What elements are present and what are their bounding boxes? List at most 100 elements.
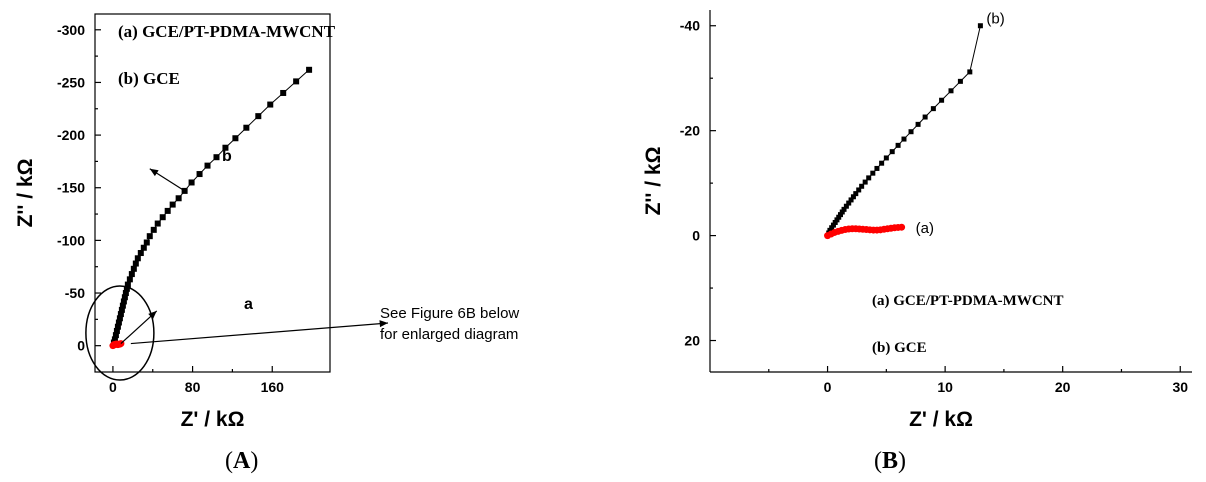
data-point-b xyxy=(122,290,129,297)
data-point-b xyxy=(128,271,135,278)
legend-entry-b: (b) GCE xyxy=(118,69,180,88)
y-axis-title: Z'' / kΩ xyxy=(14,159,37,228)
annotation-b-label: b xyxy=(222,148,232,165)
data-point-b xyxy=(123,285,130,292)
data-point-b xyxy=(119,302,126,309)
data-point-b xyxy=(850,194,856,200)
data-point-b xyxy=(143,239,150,246)
data-point-b xyxy=(915,121,921,127)
annotation-a-arrow-head xyxy=(148,310,157,320)
x-axis-title: Z' / kΩ xyxy=(181,408,245,431)
data-point-b xyxy=(879,160,885,166)
data-point-b xyxy=(293,78,300,85)
data-point-b xyxy=(883,155,889,161)
y-tick-label: -50 xyxy=(65,285,85,301)
series-line-b xyxy=(113,69,310,343)
data-point-b xyxy=(137,250,144,257)
data-point-b xyxy=(306,66,313,73)
y-tick-label: -100 xyxy=(57,232,85,248)
data-point-b xyxy=(196,171,203,178)
y-tick-label: 0 xyxy=(692,228,700,244)
annotation-a-label: a xyxy=(244,296,253,313)
data-point-b xyxy=(121,294,128,301)
data-point-b xyxy=(124,281,131,288)
y-tick-label: -150 xyxy=(57,180,85,196)
panel-b-label: (B) xyxy=(874,448,906,474)
data-point-b xyxy=(841,206,847,212)
data-point-b xyxy=(948,88,954,94)
data-point-b xyxy=(117,311,124,318)
data-point-b xyxy=(169,201,176,208)
data-point-b xyxy=(895,142,901,148)
x-tick-label: 10 xyxy=(937,379,953,395)
annotation-b-arrow-head xyxy=(149,168,159,177)
data-point-b xyxy=(853,191,859,197)
zoom-callout-arrow-head xyxy=(379,320,388,328)
data-point-b xyxy=(837,212,843,218)
data-point-b xyxy=(922,114,928,120)
x-tick-label: 160 xyxy=(261,379,285,395)
data-point-b xyxy=(957,78,963,84)
data-point-b xyxy=(222,144,229,151)
data-point-b xyxy=(930,106,936,112)
x-tick-label: 20 xyxy=(1055,379,1071,395)
y-tick-label: -300 xyxy=(57,22,85,38)
data-point-b xyxy=(866,175,872,181)
data-point-b xyxy=(843,203,849,209)
data-point-b xyxy=(232,135,239,142)
data-point-b xyxy=(939,97,945,103)
data-point-b xyxy=(164,207,171,214)
panel-a-chart: 0 80 160 0 -50 -100 -150 -200 -250 -300 Z' / kΩ Z''… xyxy=(14,13,519,431)
data-point-b xyxy=(889,149,895,155)
y-tick-label: -200 xyxy=(57,127,85,143)
y-tick-label: -20 xyxy=(680,123,700,139)
data-point-b xyxy=(829,225,835,231)
data-point-b xyxy=(115,319,122,326)
legend-entry-a: (a) GCE/PT-PDMA-MWCNT xyxy=(118,22,336,41)
series-label-b: (b) xyxy=(986,11,1004,28)
data-point-b xyxy=(908,129,914,135)
data-point-b xyxy=(834,217,840,223)
data-point-b xyxy=(901,136,907,142)
panel-a-label: (A) xyxy=(225,448,258,474)
data-point-b xyxy=(112,332,119,339)
data-point-b xyxy=(118,306,125,313)
data-point-b xyxy=(267,101,274,108)
data-point-b xyxy=(150,226,157,233)
data-point-b xyxy=(856,187,862,193)
data-point-b xyxy=(977,23,983,29)
data-point-b xyxy=(132,260,139,267)
series-label-a: (a) xyxy=(916,220,934,237)
data-point-b xyxy=(111,336,118,343)
zoom-callout-line2: for enlarged diagram xyxy=(380,326,518,343)
data-point-b xyxy=(114,323,121,330)
data-point-b xyxy=(146,233,153,240)
y-tick-label: 0 xyxy=(77,338,85,354)
data-point-a xyxy=(898,223,906,231)
zoom-callout-line1: See Figure 6B below xyxy=(380,305,519,322)
x-axis-title: Z' / kΩ xyxy=(909,408,973,431)
x-tick-label: 0 xyxy=(109,379,117,395)
x-tick-label: 30 xyxy=(1172,379,1188,395)
data-point-b xyxy=(243,124,250,131)
data-point-b xyxy=(874,165,880,171)
data-point-b xyxy=(140,244,147,251)
data-point-b xyxy=(862,179,868,185)
data-point-b xyxy=(848,197,854,203)
y-axis-title: Z'' / kΩ xyxy=(642,147,665,216)
y-tick-label: 20 xyxy=(684,333,700,349)
data-point-b xyxy=(859,183,865,189)
data-point-b xyxy=(159,214,166,221)
data-point-b xyxy=(280,89,287,96)
zoom-region-circle xyxy=(85,285,155,381)
data-point-b xyxy=(188,179,195,186)
data-point-b xyxy=(967,69,973,75)
data-point-b xyxy=(175,195,182,202)
y-tick-label: -40 xyxy=(680,18,700,34)
plot-frame xyxy=(94,13,331,373)
y-tick-label: -250 xyxy=(57,74,85,90)
data-point-b xyxy=(836,214,842,220)
data-point-b xyxy=(113,327,120,334)
data-point-b xyxy=(120,298,127,305)
